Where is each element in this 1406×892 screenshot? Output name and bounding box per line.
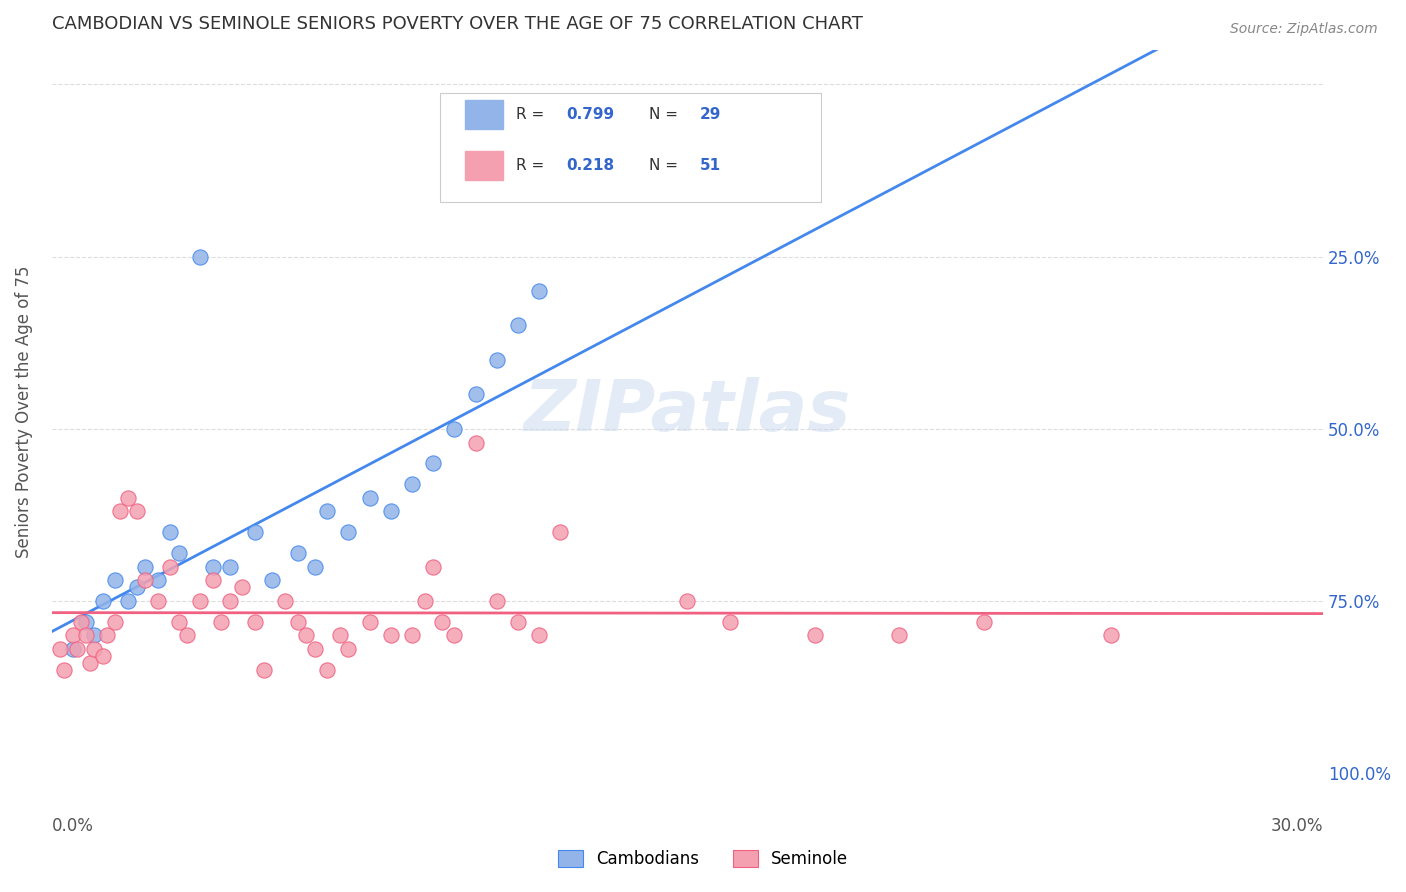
Point — [53, 663, 76, 677]
Text: 30.0%: 30.0% — [1271, 816, 1323, 835]
Point — [231, 580, 253, 594]
Point — [304, 642, 326, 657]
Point — [304, 559, 326, 574]
Point — [243, 615, 266, 629]
Text: CAMBODIAN VS SEMINOLE SENIORS POVERTY OVER THE AGE OF 75 CORRELATION CHART: CAMBODIAN VS SEMINOLE SENIORS POVERTY OV… — [52, 15, 863, 33]
Point — [209, 615, 232, 629]
Point — [506, 318, 529, 333]
Point — [108, 504, 131, 518]
Point — [134, 559, 156, 574]
Point — [167, 615, 190, 629]
Point — [550, 524, 572, 539]
Point — [889, 628, 911, 642]
Point — [49, 642, 72, 657]
Point — [329, 628, 352, 642]
Point — [337, 524, 360, 539]
Point — [485, 594, 508, 608]
Point — [201, 574, 224, 588]
Point — [316, 504, 339, 518]
Text: Source: ZipAtlas.com: Source: ZipAtlas.com — [1230, 22, 1378, 37]
Point — [117, 594, 139, 608]
Point — [79, 656, 101, 670]
Text: R =: R = — [516, 158, 548, 173]
Point — [295, 628, 318, 642]
Point — [274, 594, 297, 608]
Text: 51: 51 — [700, 158, 721, 173]
Point — [91, 649, 114, 664]
Point — [1099, 628, 1122, 642]
Point — [422, 559, 444, 574]
Text: N =: N = — [650, 107, 683, 122]
Point — [287, 615, 309, 629]
Point — [464, 387, 486, 401]
Point — [718, 615, 741, 629]
Bar — [465, 151, 503, 180]
Point — [380, 504, 402, 518]
Point — [62, 628, 84, 642]
Point — [218, 559, 240, 574]
Point — [176, 628, 198, 642]
Text: R =: R = — [516, 107, 548, 122]
Point — [262, 574, 284, 588]
Point — [201, 559, 224, 574]
Text: 0.218: 0.218 — [567, 158, 614, 173]
Point — [401, 476, 423, 491]
Point — [159, 559, 181, 574]
Point — [359, 491, 381, 505]
Point — [159, 524, 181, 539]
Point — [117, 491, 139, 505]
Point — [70, 615, 93, 629]
Point — [527, 284, 550, 298]
Point — [443, 422, 465, 436]
Point — [96, 628, 118, 642]
Point — [218, 594, 240, 608]
Point — [413, 594, 436, 608]
Point — [91, 594, 114, 608]
Point — [973, 615, 995, 629]
Point — [104, 615, 127, 629]
FancyBboxPatch shape — [440, 94, 821, 202]
Point — [167, 546, 190, 560]
Point — [188, 250, 211, 264]
Point — [125, 504, 148, 518]
Point — [75, 628, 97, 642]
Point — [527, 628, 550, 642]
Point — [430, 615, 453, 629]
Point — [134, 574, 156, 588]
Point — [66, 642, 89, 657]
Point — [380, 628, 402, 642]
Point — [104, 574, 127, 588]
Point — [316, 663, 339, 677]
Point — [62, 642, 84, 657]
Text: 0.0%: 0.0% — [52, 816, 94, 835]
Point — [125, 580, 148, 594]
Text: N =: N = — [650, 158, 683, 173]
Point — [359, 615, 381, 629]
Point — [75, 615, 97, 629]
Point — [83, 642, 105, 657]
Legend: Cambodians, Seminole: Cambodians, Seminole — [551, 843, 855, 875]
Point — [253, 663, 276, 677]
Point — [676, 594, 699, 608]
Point — [401, 628, 423, 642]
Text: ZIPatlas: ZIPatlas — [524, 377, 851, 446]
Y-axis label: Seniors Poverty Over the Age of 75: Seniors Poverty Over the Age of 75 — [15, 265, 32, 558]
Point — [422, 456, 444, 470]
Point — [83, 628, 105, 642]
Text: 29: 29 — [700, 107, 721, 122]
Point — [485, 352, 508, 367]
Point — [464, 435, 486, 450]
Point — [337, 642, 360, 657]
Bar — [465, 101, 503, 129]
Point — [188, 594, 211, 608]
Point — [803, 628, 825, 642]
Point — [146, 594, 169, 608]
Point — [243, 524, 266, 539]
Point — [146, 574, 169, 588]
Point — [443, 628, 465, 642]
Point — [506, 615, 529, 629]
Point — [287, 546, 309, 560]
Text: 0.799: 0.799 — [567, 107, 614, 122]
